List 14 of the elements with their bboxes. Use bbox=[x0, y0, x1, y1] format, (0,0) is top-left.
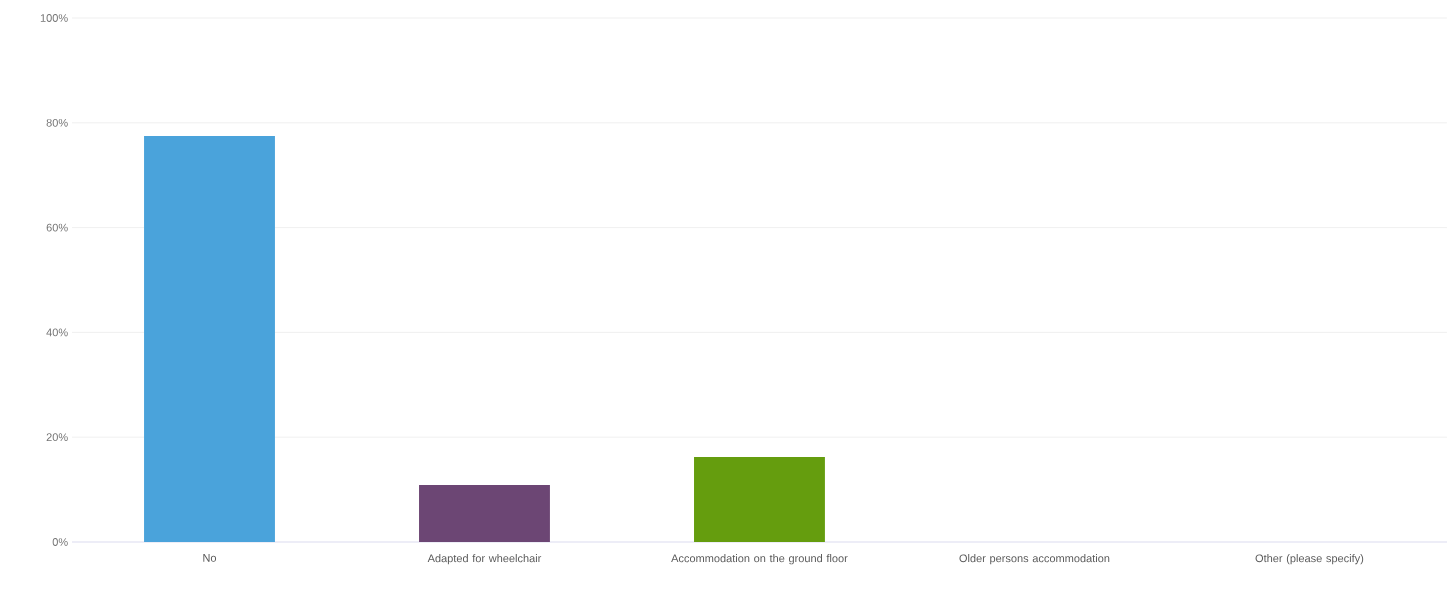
x-tick-label: Other (please specify) bbox=[1255, 554, 1364, 565]
x-tick-label: Older persons accommodation bbox=[959, 554, 1110, 565]
y-tick-label: 0% bbox=[52, 538, 68, 546]
y-tick-label: 60% bbox=[46, 223, 68, 232]
x-tick-label: Accommodation on the ground floor bbox=[671, 554, 848, 565]
y-tick-label: 100% bbox=[40, 14, 68, 22]
x-tick-label: Adapted for wheelchair bbox=[427, 554, 542, 565]
bar bbox=[419, 484, 550, 542]
y-tick-label: 80% bbox=[46, 118, 68, 127]
bar bbox=[694, 457, 825, 542]
y-tick-label: 20% bbox=[46, 433, 68, 442]
y-tick-label: 40% bbox=[46, 328, 68, 337]
bar bbox=[144, 135, 275, 542]
x-tick-label: No bbox=[203, 554, 217, 562]
